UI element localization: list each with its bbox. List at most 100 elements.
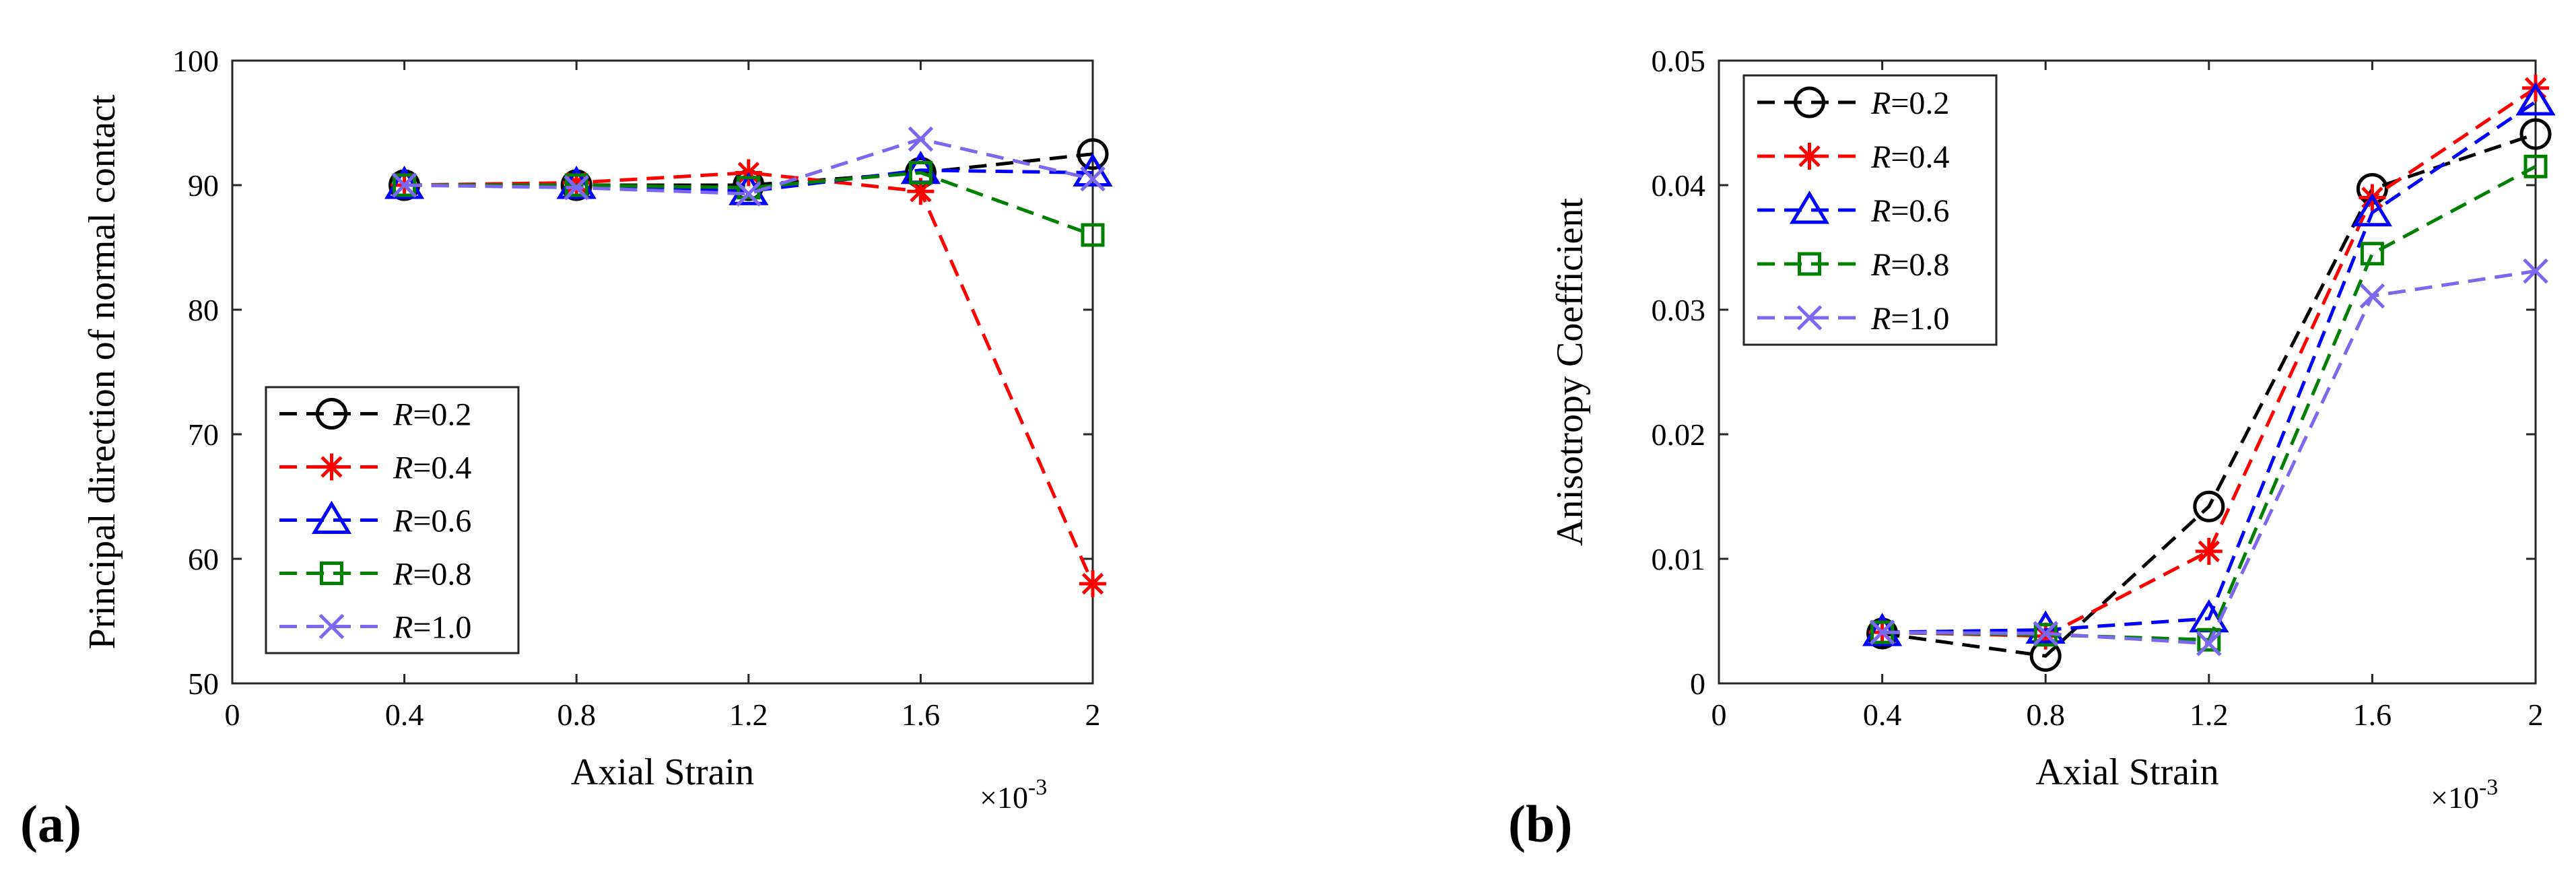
series-line (404, 137, 1093, 196)
data-point (2519, 118, 2552, 150)
legend-box (265, 386, 520, 654)
legend-label: R=1.0 (1870, 301, 1949, 337)
legend-label: R=1.0 (393, 610, 471, 646)
y-tick-label: 0.02 (1652, 417, 1706, 452)
data-point (1080, 166, 1106, 192)
legend-marker (1796, 143, 1823, 170)
data-point (2352, 193, 2393, 227)
legend-item: R=0.2 (279, 397, 471, 433)
data-point (2515, 82, 2556, 116)
x-tick-label: 2 (2528, 698, 2544, 732)
data-point (564, 173, 588, 197)
x-tick-label: 1.2 (2190, 698, 2229, 732)
chart-panel-b: 0 0.4 0.8 1.2 1.6 2 0 0.01 0.02 0.03 0.04 0.05 Axial… (1508, 44, 2556, 853)
legend-item: R=1.0 (1757, 301, 1949, 337)
panel-label: (b) (1508, 794, 1572, 853)
x-tick-label: 0.4 (1863, 698, 1902, 732)
data-point (564, 174, 589, 201)
legend-label: R=0.4 (1870, 139, 1949, 175)
x-tick-label: 0.4 (385, 698, 424, 732)
y-tick-label: 100 (172, 44, 219, 78)
legend-marker (1794, 86, 1825, 118)
y-tick-label: 70 (188, 417, 219, 452)
data-point (2359, 283, 2385, 309)
series-line (1882, 132, 2536, 658)
legend-item: R=0.8 (1757, 247, 1949, 283)
data-point (1077, 138, 1109, 170)
legend-marker (1798, 252, 1821, 276)
legend-label: R=0.4 (393, 450, 471, 486)
y-tick-label: 0.05 (1652, 44, 1706, 78)
data-point (736, 181, 761, 207)
legend-marker (1796, 305, 1823, 331)
legend-item: R=0.8 (279, 557, 471, 592)
data-point (908, 126, 934, 152)
series-line (1882, 100, 2537, 634)
y-tick-label: 90 (188, 168, 219, 203)
y-tick-label: 60 (188, 542, 219, 576)
data-point (2523, 258, 2548, 284)
data-point (908, 161, 933, 184)
data-point (2193, 490, 2225, 522)
data-point (907, 178, 935, 205)
data-point (2197, 627, 2221, 652)
chart-panel-a: 0 0.4 0.8 1.2 1.6 2 50 60 70 80 90 100 Axial Strain P… (20, 44, 1113, 853)
legend-box (1742, 74, 1998, 346)
y-tick-label: 50 (188, 667, 219, 701)
x-tick-label: 1.6 (2353, 698, 2392, 732)
data-point (1869, 619, 1895, 645)
legend-label: R=0.8 (1870, 247, 1949, 283)
data-point (391, 172, 417, 198)
legend-marker (318, 453, 345, 481)
legend-item: R=0.4 (279, 450, 471, 486)
x-tick-label: 0 (1711, 698, 1727, 732)
legend-item: R=0.6 (1757, 191, 1949, 229)
data-point (2360, 242, 2384, 266)
data-point (2033, 621, 2058, 646)
x-axis-label: Axial Strain (2035, 751, 2218, 793)
legend-item: R=0.2 (1757, 86, 1949, 121)
legend: R=0.2 R=0.4 R=0.6 R=0.8 R=1.0 (265, 386, 520, 654)
y-tick-label: 0.04 (1652, 168, 1706, 203)
legend-label: R=0.6 (1870, 193, 1949, 229)
x-exponent-label: ×10-3 (2431, 775, 2498, 815)
legend-label: R=0.8 (393, 557, 471, 592)
legend-marker (318, 613, 345, 640)
x-tick-label: 1.2 (729, 698, 768, 732)
y-tick-label: 0 (1690, 667, 1705, 701)
data-point (2195, 537, 2223, 565)
legend-marker (1789, 191, 1830, 224)
legend-label: R=0.2 (393, 397, 471, 433)
legend-marker (316, 398, 347, 430)
legend-marker (311, 500, 352, 534)
y-axis-label: Anisotropy Coefficient (1549, 198, 1591, 546)
legend-item: R=0.4 (1757, 139, 1949, 175)
legend-label: R=0.2 (1870, 86, 1949, 121)
x-tick-label: 1.6 (902, 698, 941, 732)
x-axis-label: Axial Strain (571, 751, 754, 793)
data-point (1081, 223, 1105, 247)
data-point (737, 176, 761, 200)
x-tick-label: 2 (1085, 698, 1101, 732)
legend-marker (320, 562, 343, 585)
y-tick-label: 0.01 (1652, 542, 1706, 576)
legend-item: R=1.0 (279, 610, 471, 646)
legend-label: R=0.6 (393, 504, 471, 539)
data-point (2523, 154, 2548, 178)
data-point (2196, 631, 2222, 656)
y-tick-label: 80 (188, 293, 219, 327)
x-exponent-label: ×10-3 (980, 775, 1047, 815)
x-tick-label: 0 (225, 698, 240, 732)
y-tick-label: 0.03 (1652, 293, 1706, 327)
data-point (1079, 570, 1106, 597)
x-tick-label: 0.8 (557, 698, 596, 732)
legend: R=0.2 R=0.4 R=0.6 R=0.8 R=1.0 (1742, 74, 1998, 346)
series-R-1_0 (1869, 258, 2548, 656)
x-tick-label: 0.8 (2026, 698, 2065, 732)
series-R-1_0 (391, 126, 1106, 207)
legend-item: R=0.6 (279, 500, 471, 539)
data-point (563, 169, 590, 197)
y-axis-label: Principal direction of normal contact (81, 94, 123, 650)
panel-label: (a) (20, 794, 81, 853)
